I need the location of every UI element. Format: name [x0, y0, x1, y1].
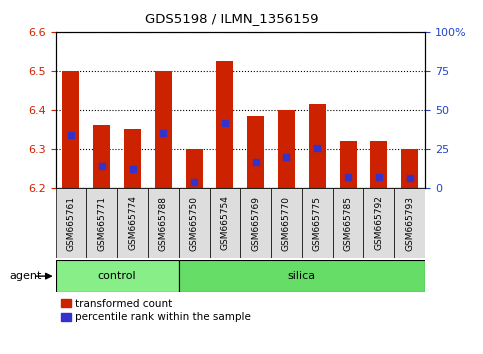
Text: GSM665761: GSM665761: [67, 195, 75, 251]
Bar: [117, 188, 148, 258]
Text: control: control: [98, 271, 136, 281]
Bar: [271, 188, 302, 258]
Bar: [340, 141, 356, 188]
Bar: [278, 110, 295, 188]
Bar: [124, 129, 141, 188]
Legend: transformed count, percentile rank within the sample: transformed count, percentile rank withi…: [61, 299, 251, 322]
Bar: [309, 104, 326, 188]
Bar: [401, 149, 418, 188]
Bar: [394, 188, 425, 258]
Text: GSM665775: GSM665775: [313, 195, 322, 251]
Text: GSM665750: GSM665750: [190, 195, 199, 251]
Bar: [370, 141, 387, 188]
Bar: [86, 188, 117, 258]
Text: GSM665793: GSM665793: [405, 195, 414, 251]
Bar: [241, 188, 271, 258]
Bar: [247, 115, 264, 188]
Bar: [56, 260, 179, 292]
Bar: [56, 188, 86, 258]
Bar: [333, 188, 364, 258]
Text: GSM665792: GSM665792: [374, 195, 384, 251]
Text: GSM665770: GSM665770: [282, 195, 291, 251]
Text: agent: agent: [10, 271, 42, 281]
Bar: [155, 71, 172, 188]
Text: GSM665771: GSM665771: [97, 195, 106, 251]
Bar: [210, 188, 240, 258]
Text: silica: silica: [288, 271, 316, 281]
Text: GSM665785: GSM665785: [343, 195, 353, 251]
Bar: [302, 188, 333, 258]
Text: GSM665769: GSM665769: [251, 195, 260, 251]
Bar: [216, 61, 233, 188]
Text: GSM665774: GSM665774: [128, 195, 137, 251]
Bar: [179, 188, 210, 258]
Text: GSM665788: GSM665788: [159, 195, 168, 251]
Bar: [62, 71, 79, 188]
Bar: [364, 188, 394, 258]
Bar: [185, 149, 202, 188]
Bar: [93, 125, 110, 188]
Bar: [179, 260, 425, 292]
Text: GSM665754: GSM665754: [220, 195, 229, 251]
Bar: [148, 188, 179, 258]
Text: GDS5198 / ILMN_1356159: GDS5198 / ILMN_1356159: [145, 12, 319, 25]
